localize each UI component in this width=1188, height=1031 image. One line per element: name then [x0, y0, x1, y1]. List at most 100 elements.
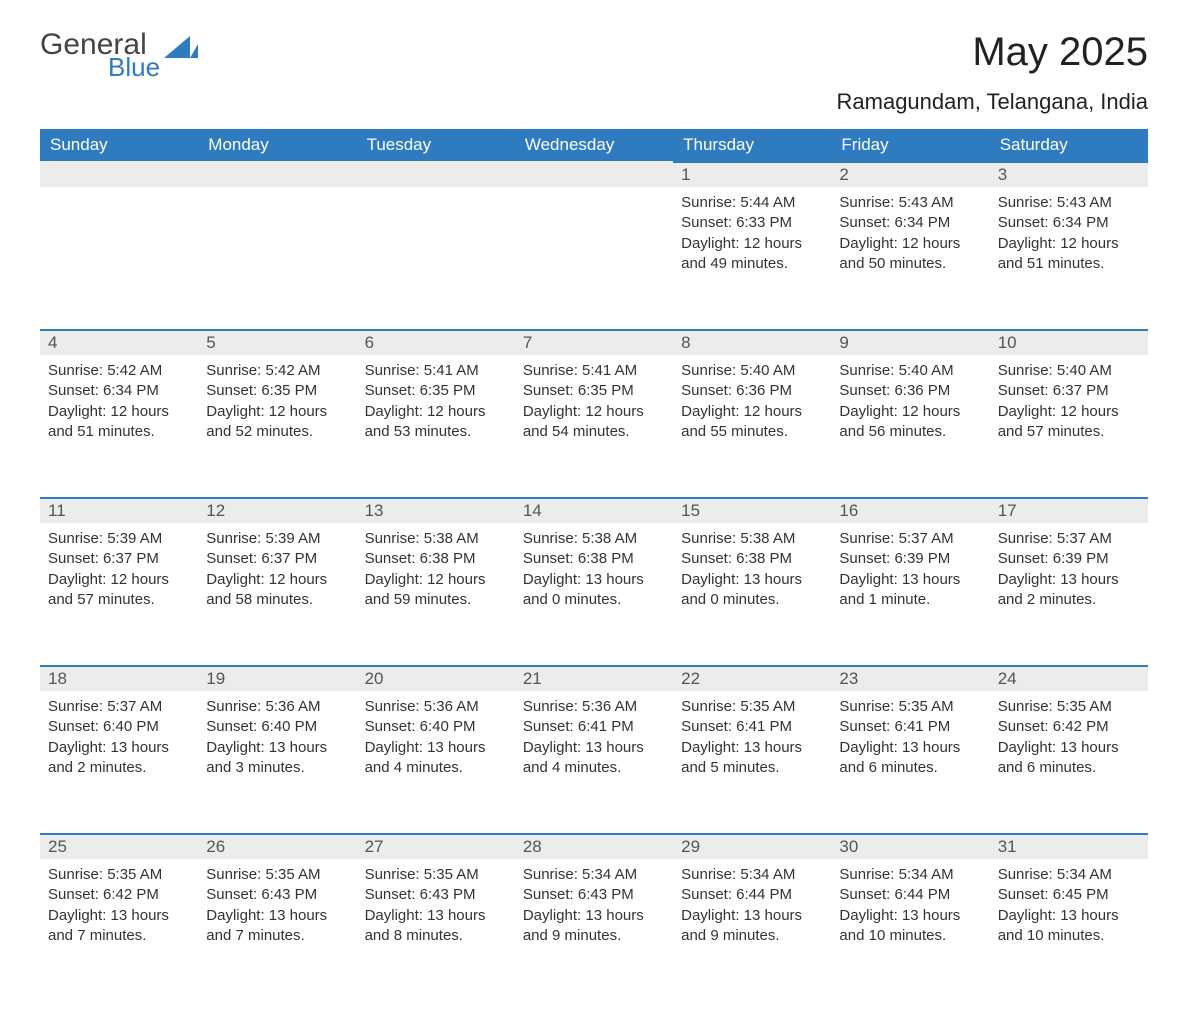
- day-number: 30: [831, 833, 989, 859]
- calendar-table: SundayMondayTuesdayWednesdayThursdayFrid…: [40, 129, 1148, 1001]
- day-cell: [198, 187, 356, 329]
- day-cell: [40, 187, 198, 329]
- day-number: 13: [357, 497, 515, 523]
- daylight-text: Daylight: 13 hours and 8 minutes.: [365, 906, 507, 947]
- sunset-text: Sunset: 6:41 PM: [839, 717, 981, 737]
- sunset-text: Sunset: 6:37 PM: [206, 549, 348, 569]
- sunrise-text: Sunrise: 5:42 AM: [206, 361, 348, 381]
- page-header: General Blue May 2025 Ramagundam, Telang…: [40, 30, 1148, 115]
- day-cell: Sunrise: 5:38 AMSunset: 6:38 PMDaylight:…: [515, 523, 673, 665]
- day-number: 23: [831, 665, 989, 691]
- sunrise-text: Sunrise: 5:43 AM: [998, 193, 1140, 213]
- sunset-text: Sunset: 6:39 PM: [998, 549, 1140, 569]
- location-label: Ramagundam, Telangana, India: [837, 89, 1148, 115]
- day-number: 15: [673, 497, 831, 523]
- week-content-row: Sunrise: 5:35 AMSunset: 6:42 PMDaylight:…: [40, 859, 1148, 1001]
- day-cell: Sunrise: 5:35 AMSunset: 6:43 PMDaylight:…: [198, 859, 356, 1001]
- sunrise-text: Sunrise: 5:39 AM: [48, 529, 190, 549]
- sunrise-text: Sunrise: 5:41 AM: [365, 361, 507, 381]
- day-number: 1: [673, 161, 831, 187]
- day-number: 29: [673, 833, 831, 859]
- weekday-header: Thursday: [673, 129, 831, 161]
- day-cell: Sunrise: 5:37 AMSunset: 6:40 PMDaylight:…: [40, 691, 198, 833]
- daylight-text: Daylight: 13 hours and 9 minutes.: [681, 906, 823, 947]
- day-number: 10: [990, 329, 1148, 355]
- brand-triangle-icon: [164, 34, 198, 58]
- day-cell: Sunrise: 5:39 AMSunset: 6:37 PMDaylight:…: [40, 523, 198, 665]
- weekday-header: Saturday: [990, 129, 1148, 161]
- day-cell: Sunrise: 5:35 AMSunset: 6:41 PMDaylight:…: [831, 691, 989, 833]
- month-title: May 2025: [837, 30, 1148, 75]
- day-number: 12: [198, 497, 356, 523]
- week-content-row: Sunrise: 5:37 AMSunset: 6:40 PMDaylight:…: [40, 691, 1148, 833]
- day-cell: Sunrise: 5:42 AMSunset: 6:35 PMDaylight:…: [198, 355, 356, 497]
- day-cell: Sunrise: 5:40 AMSunset: 6:37 PMDaylight:…: [990, 355, 1148, 497]
- daylight-text: Daylight: 12 hours and 53 minutes.: [365, 402, 507, 443]
- sunset-text: Sunset: 6:37 PM: [998, 381, 1140, 401]
- day-cell: Sunrise: 5:40 AMSunset: 6:36 PMDaylight:…: [673, 355, 831, 497]
- sunset-text: Sunset: 6:37 PM: [48, 549, 190, 569]
- daylight-text: Daylight: 13 hours and 9 minutes.: [523, 906, 665, 947]
- daylight-text: Daylight: 12 hours and 51 minutes.: [998, 234, 1140, 275]
- daylight-text: Daylight: 13 hours and 7 minutes.: [48, 906, 190, 947]
- day-number: 4: [40, 329, 198, 355]
- sunset-text: Sunset: 6:40 PM: [48, 717, 190, 737]
- sunset-text: Sunset: 6:41 PM: [523, 717, 665, 737]
- day-number: 18: [40, 665, 198, 691]
- day-cell: Sunrise: 5:35 AMSunset: 6:42 PMDaylight:…: [990, 691, 1148, 833]
- day-cell: Sunrise: 5:36 AMSunset: 6:40 PMDaylight:…: [357, 691, 515, 833]
- daylight-text: Daylight: 13 hours and 5 minutes.: [681, 738, 823, 779]
- day-cell: Sunrise: 5:37 AMSunset: 6:39 PMDaylight:…: [990, 523, 1148, 665]
- day-number: 6: [357, 329, 515, 355]
- daylight-text: Daylight: 12 hours and 56 minutes.: [839, 402, 981, 443]
- day-cell: Sunrise: 5:34 AMSunset: 6:44 PMDaylight:…: [831, 859, 989, 1001]
- sunset-text: Sunset: 6:43 PM: [365, 885, 507, 905]
- daylight-text: Daylight: 13 hours and 1 minute.: [839, 570, 981, 611]
- daylight-text: Daylight: 13 hours and 0 minutes.: [523, 570, 665, 611]
- weekday-header: Wednesday: [515, 129, 673, 161]
- sunset-text: Sunset: 6:41 PM: [681, 717, 823, 737]
- sunrise-text: Sunrise: 5:42 AM: [48, 361, 190, 381]
- day-number: 7: [515, 329, 673, 355]
- weekday-header: Tuesday: [357, 129, 515, 161]
- sunrise-text: Sunrise: 5:35 AM: [998, 697, 1140, 717]
- sunrise-text: Sunrise: 5:34 AM: [998, 865, 1140, 885]
- day-cell: Sunrise: 5:40 AMSunset: 6:36 PMDaylight:…: [831, 355, 989, 497]
- day-cell: [357, 187, 515, 329]
- sunrise-text: Sunrise: 5:35 AM: [206, 865, 348, 885]
- day-cell: Sunrise: 5:43 AMSunset: 6:34 PMDaylight:…: [990, 187, 1148, 329]
- week-daynum-row: 45678910: [40, 329, 1148, 355]
- sunset-text: Sunset: 6:39 PM: [839, 549, 981, 569]
- day-cell: Sunrise: 5:35 AMSunset: 6:42 PMDaylight:…: [40, 859, 198, 1001]
- week-daynum-row: 25262728293031: [40, 833, 1148, 859]
- day-number-empty: [357, 161, 515, 187]
- sunset-text: Sunset: 6:35 PM: [523, 381, 665, 401]
- sunset-text: Sunset: 6:35 PM: [206, 381, 348, 401]
- day-number: 16: [831, 497, 989, 523]
- weekday-header: Monday: [198, 129, 356, 161]
- daylight-text: Daylight: 12 hours and 52 minutes.: [206, 402, 348, 443]
- day-cell: Sunrise: 5:41 AMSunset: 6:35 PMDaylight:…: [357, 355, 515, 497]
- brand-logo: General Blue: [40, 30, 198, 80]
- sunrise-text: Sunrise: 5:35 AM: [839, 697, 981, 717]
- day-number: 20: [357, 665, 515, 691]
- day-cell: Sunrise: 5:39 AMSunset: 6:37 PMDaylight:…: [198, 523, 356, 665]
- day-cell: Sunrise: 5:34 AMSunset: 6:43 PMDaylight:…: [515, 859, 673, 1001]
- sunrise-text: Sunrise: 5:39 AM: [206, 529, 348, 549]
- day-cell: Sunrise: 5:35 AMSunset: 6:43 PMDaylight:…: [357, 859, 515, 1001]
- day-cell: Sunrise: 5:34 AMSunset: 6:45 PMDaylight:…: [990, 859, 1148, 1001]
- sunrise-text: Sunrise: 5:34 AM: [839, 865, 981, 885]
- sunrise-text: Sunrise: 5:36 AM: [206, 697, 348, 717]
- week-content-row: Sunrise: 5:42 AMSunset: 6:34 PMDaylight:…: [40, 355, 1148, 497]
- daylight-text: Daylight: 13 hours and 6 minutes.: [839, 738, 981, 779]
- week-daynum-row: 18192021222324: [40, 665, 1148, 691]
- sunrise-text: Sunrise: 5:38 AM: [365, 529, 507, 549]
- sunrise-text: Sunrise: 5:35 AM: [681, 697, 823, 717]
- day-cell: Sunrise: 5:44 AMSunset: 6:33 PMDaylight:…: [673, 187, 831, 329]
- daylight-text: Daylight: 12 hours and 58 minutes.: [206, 570, 348, 611]
- daylight-text: Daylight: 12 hours and 50 minutes.: [839, 234, 981, 275]
- sunrise-text: Sunrise: 5:43 AM: [839, 193, 981, 213]
- week-daynum-row: 11121314151617: [40, 497, 1148, 523]
- day-cell: Sunrise: 5:42 AMSunset: 6:34 PMDaylight:…: [40, 355, 198, 497]
- sunrise-text: Sunrise: 5:38 AM: [523, 529, 665, 549]
